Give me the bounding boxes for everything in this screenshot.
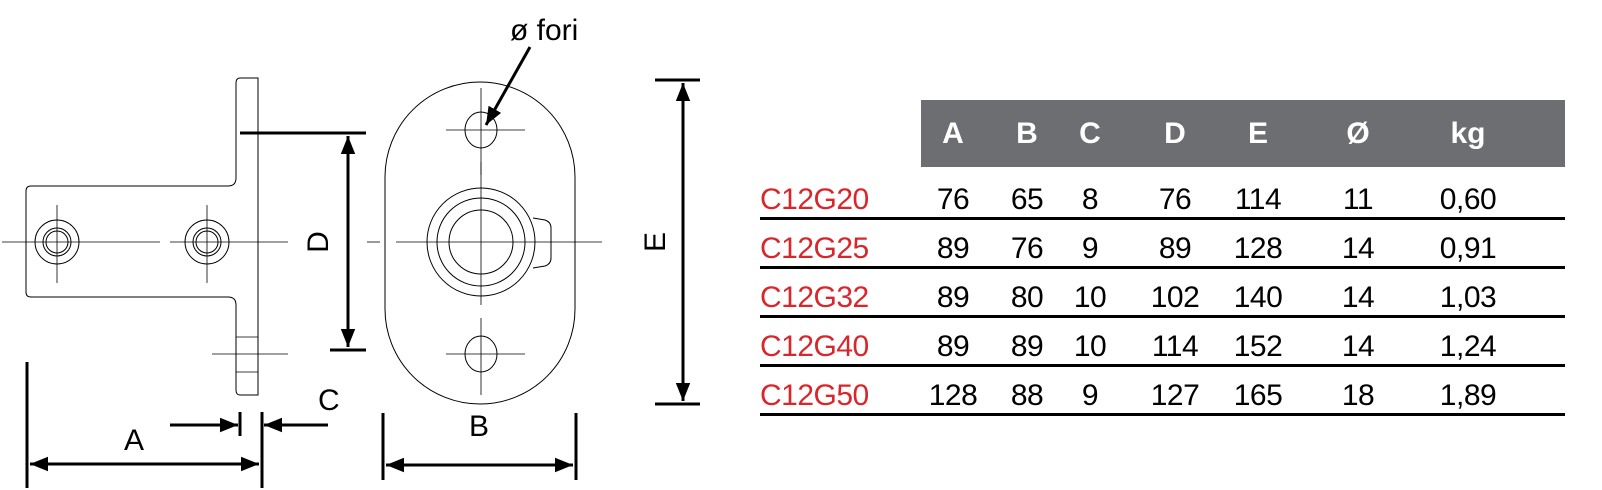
table-cell: 152: [1233, 330, 1283, 363]
table-cell: 1,89: [1439, 379, 1497, 412]
table-cell: 9: [1081, 232, 1099, 265]
dimension-label-d: D: [302, 231, 335, 253]
table-cell: 127: [1150, 379, 1200, 412]
dimension-label-a: A: [124, 424, 144, 457]
table-cell: 18: [1341, 379, 1375, 412]
dimension-label-c: C: [318, 384, 340, 417]
table-cell: 128: [1233, 232, 1283, 265]
model-code: C12G32: [760, 281, 869, 314]
table-cell: 114: [1151, 330, 1199, 363]
table-cell: 10: [1073, 330, 1107, 363]
column-header: kg: [1450, 117, 1486, 150]
table-cell: 65: [1010, 183, 1044, 216]
model-code: C12G20: [760, 183, 869, 216]
model-code: C12G40: [760, 330, 869, 363]
table-row: [760, 266, 1565, 318]
table-cell: 1,03: [1439, 281, 1497, 314]
table-cell: 76: [1158, 183, 1192, 216]
table-cell: 14: [1341, 281, 1375, 314]
table-row: [760, 217, 1565, 269]
table-cell: 80: [1010, 281, 1044, 314]
table-cell: 89: [936, 330, 970, 363]
dimension-label-e: E: [639, 232, 672, 252]
column-header: E: [1247, 117, 1269, 150]
column-header: C: [1079, 117, 1101, 150]
table-cell: 8: [1081, 183, 1099, 216]
dimension-labels: ø fori A B C D E: [124, 14, 672, 457]
model-code: C12G50: [760, 379, 869, 412]
table-cell: 89: [936, 232, 970, 265]
technical-drawing: ø fori A B C D E: [2, 14, 700, 488]
table-cell: 140: [1233, 281, 1283, 314]
table-cell: 89: [1010, 330, 1044, 363]
table-row: [760, 315, 1565, 367]
table-cell: 10: [1073, 281, 1107, 314]
column-header: D: [1164, 117, 1186, 150]
table-row: [760, 364, 1565, 416]
table-cell: 0,60: [1439, 183, 1497, 216]
table-cell: 165: [1233, 379, 1283, 412]
table-cell: 0,91: [1439, 232, 1497, 265]
table-cell: 128: [928, 379, 978, 412]
table-header: [921, 100, 1565, 167]
table-cell: 76: [936, 183, 970, 216]
table-cell: 9: [1081, 379, 1099, 412]
table-cell: 102: [1150, 281, 1200, 314]
front-view: [367, 81, 602, 405]
column-header: A: [942, 117, 964, 150]
model-code: C12G25: [760, 232, 869, 265]
column-header: B: [1016, 117, 1038, 150]
side-view: [2, 77, 288, 396]
table-cell: 89: [1158, 232, 1192, 265]
table-cell: 88: [1010, 379, 1044, 412]
table-cell: 11: [1342, 183, 1374, 216]
table-cell: 14: [1341, 232, 1375, 265]
hole-diameter-label: ø fori: [510, 14, 578, 47]
table-cell: 1,24: [1439, 330, 1497, 363]
table-cell: 89: [936, 281, 970, 314]
table-row: [760, 168, 1565, 220]
table-cell: 114: [1234, 183, 1282, 216]
table-cell: 76: [1010, 232, 1044, 265]
dimension-lines: [25, 46, 700, 488]
dimension-label-b: B: [469, 410, 489, 443]
table-cell: 14: [1341, 330, 1375, 363]
column-header: Ø: [1346, 117, 1370, 150]
